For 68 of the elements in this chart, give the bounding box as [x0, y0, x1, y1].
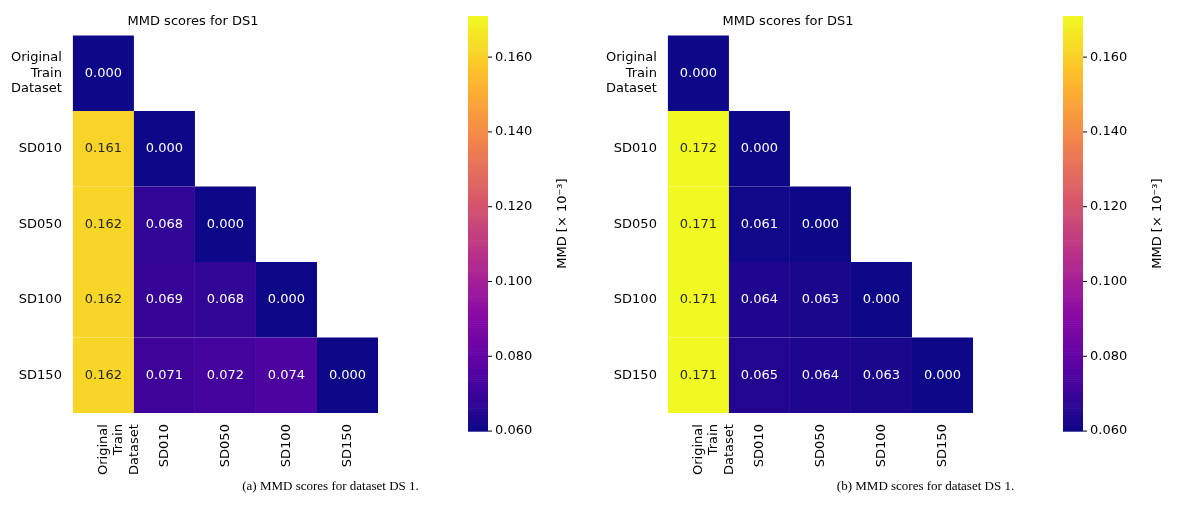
- y-tick-label: SD150: [613, 366, 657, 382]
- data-label: 0.064: [801, 366, 840, 382]
- x-tick-label: SD050: [811, 424, 827, 468]
- data-label: 0.061: [740, 215, 779, 231]
- data-label: 0.162: [84, 215, 123, 231]
- data-label: 0.000: [923, 366, 962, 382]
- data-label: 0.074: [267, 366, 306, 382]
- data-label: 0.069: [145, 291, 184, 307]
- x-tick-label: SD100: [872, 424, 888, 468]
- data-label: 0.000: [740, 140, 779, 156]
- y-tick-label: SD100: [18, 291, 62, 307]
- y-tick-label: SD050: [18, 215, 62, 231]
- color-bar-label: 0.100: [495, 272, 533, 288]
- data-label: 0.171: [679, 366, 718, 382]
- data-label: 0.000: [801, 215, 840, 231]
- y-tick-label: Original Train Dataset: [605, 49, 657, 96]
- color-bar-label: 0.080: [495, 347, 533, 363]
- text: (b) MMD scores for dataset DS 1.: [835, 478, 1016, 494]
- data-label: 0.171: [679, 215, 718, 231]
- color-bar-label: 0.080: [1090, 347, 1128, 363]
- x-tick-label: SD050: [216, 424, 232, 468]
- data-label: 0.065: [740, 366, 779, 382]
- y-tick-label: SD050: [613, 215, 657, 231]
- data-label: 0.000: [862, 291, 901, 307]
- color-bar-title: MMD [× 10⁻³]: [1149, 178, 1165, 269]
- data-label: 0.063: [801, 291, 840, 307]
- data-label: 0.063: [862, 366, 901, 382]
- y-tick-label: SD010: [613, 140, 657, 156]
- color-bar-label: 0.160: [1090, 48, 1128, 64]
- y-tick-label: SD010: [18, 140, 62, 156]
- color-bar-label: 0.060: [495, 422, 533, 438]
- x-tick-label: Original Train Dataset: [94, 424, 141, 476]
- color-bar-label: 0.100: [1090, 272, 1128, 288]
- x-tick-label: SD150: [933, 424, 949, 468]
- x-tick-label: SD010: [155, 424, 171, 468]
- color-bar-label: 0.140: [1090, 123, 1128, 139]
- chart-title: MMD scores for DS1: [722, 13, 854, 29]
- chart-title: MMD scores for DS1: [127, 13, 259, 29]
- data-label: 0.000: [679, 64, 718, 80]
- color-bar-label: 0.060: [1090, 422, 1128, 438]
- data-label: 0.162: [84, 291, 123, 307]
- data-label: 0.172: [679, 140, 718, 156]
- data-label: 0.000: [267, 291, 306, 307]
- data-label: 0.161: [84, 140, 123, 156]
- y-tick-label: SD150: [18, 366, 62, 382]
- data-label: 0.171: [679, 291, 718, 307]
- y-tick-label: Original Train Dataset: [10, 49, 62, 96]
- data-label: 0.064: [740, 291, 779, 307]
- data-label: 0.000: [145, 140, 184, 156]
- color-bar-label: 0.120: [495, 198, 533, 214]
- color-bar-label: 0.120: [1090, 198, 1128, 214]
- data-label: 0.000: [206, 215, 245, 231]
- data-label: 0.000: [328, 366, 367, 382]
- x-tick-label: SD100: [277, 424, 293, 468]
- y-tick-label: SD100: [613, 291, 657, 307]
- data-label: 0.068: [145, 215, 184, 231]
- color-bar-label: 0.140: [495, 123, 533, 139]
- data-label: 0.072: [206, 366, 245, 382]
- x-tick-label: Original Train Dataset: [689, 424, 736, 476]
- data-label: 0.000: [84, 64, 123, 80]
- color-bar-label: 0.160: [495, 48, 533, 64]
- data-label: 0.162: [84, 366, 123, 382]
- data-label: 0.071: [145, 366, 184, 382]
- x-tick-label: SD010: [750, 424, 766, 468]
- text: (a) MMD scores for dataset DS 1.: [241, 478, 420, 494]
- data-label: 0.068: [206, 291, 245, 307]
- color-bar-title: MMD [× 10⁻³]: [554, 178, 570, 269]
- x-tick-label: SD150: [338, 424, 354, 468]
